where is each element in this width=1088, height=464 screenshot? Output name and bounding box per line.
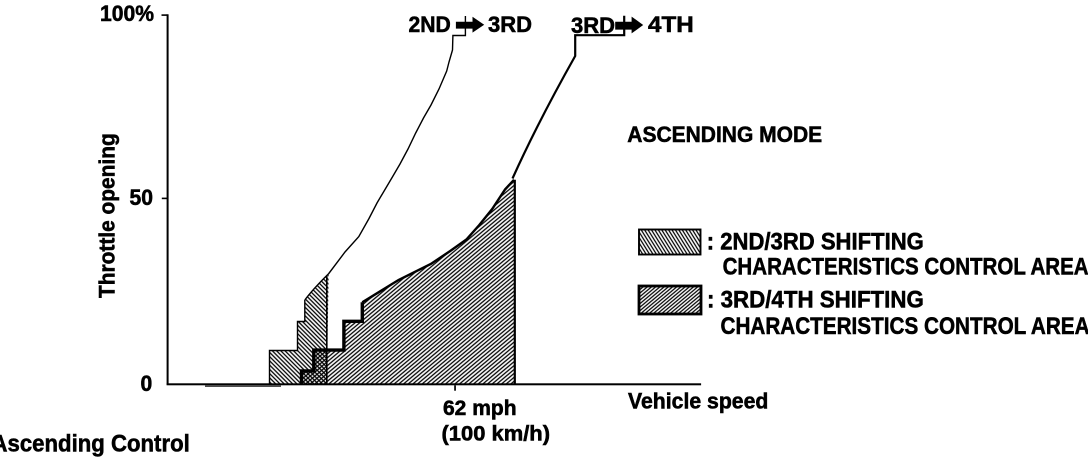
svg-text:3RD: 3RD — [571, 13, 615, 38]
svg-text:CHARACTERISTICS CONTROL AREA: CHARACTERISTICS CONTROL AREA — [721, 311, 1088, 339]
svg-text:4TH: 4TH — [648, 12, 694, 37]
svg-text:Vehicle speed: Vehicle speed — [628, 388, 768, 413]
svg-text:3RD: 3RD — [488, 12, 532, 37]
svg-text:2ND: 2ND — [409, 12, 451, 38]
svg-text:CHARACTERISTICS CONTROL AREA: CHARACTERISTICS CONTROL AREA — [723, 253, 1088, 280]
svg-text:(100 km/h): (100 km/h) — [442, 422, 551, 445]
svg-text:100%: 100% — [100, 1, 154, 27]
svg-text:: 2ND/3RD SHIFTING: : 2ND/3RD SHIFTING — [707, 228, 924, 255]
svg-text:62 mph: 62 mph — [443, 397, 517, 420]
svg-text:ASCENDING MODE: ASCENDING MODE — [627, 122, 822, 147]
svg-text:: 3RD/4TH SHIFTING: : 3RD/4TH SHIFTING — [707, 286, 924, 313]
svg-text:Ascending Control: Ascending Control — [0, 430, 190, 457]
svg-text:Throttle opening: Throttle opening — [95, 133, 120, 298]
svg-text:0: 0 — [141, 371, 153, 397]
svg-text:50: 50 — [130, 185, 153, 211]
